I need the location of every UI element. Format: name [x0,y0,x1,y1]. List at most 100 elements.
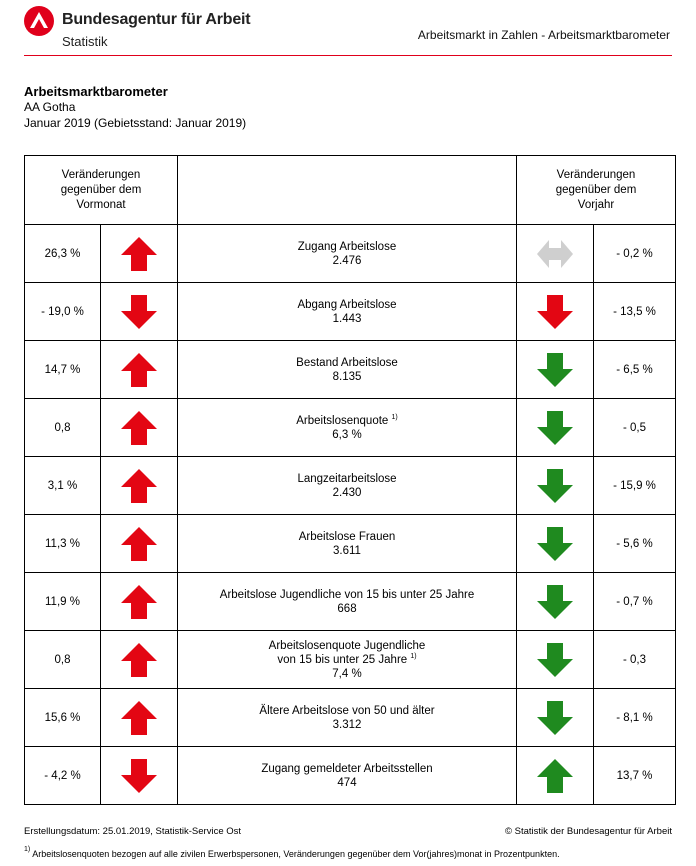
indicator-label: Abgang Arbeitslose [178,298,516,312]
barometer-table: Veränderungen gegenüber dem Vormonat Ver… [24,155,676,805]
yoy-trend [516,456,594,515]
copyright: © Statistik der Bundesagentur für Arbeit [504,826,672,837]
indicator-cell: Ältere Arbeitslose von 50 und älter 3.312 [177,688,517,747]
footnote-text: Arbeitslosenquoten bezogen auf alle zivi… [30,849,560,859]
indicator-cell: Zugang gemeldeter Arbeitsstellen 474 [177,746,517,805]
footnote-mark: 1) [24,846,31,853]
document-period: Januar 2019 (Gebietsstand: Januar 2019) [24,116,247,130]
mom-trend [100,572,178,631]
org-name: Bundesagentur für Arbeit [62,11,251,28]
indicator-cell: Arbeitslose Jugendliche von 15 bis unter… [177,572,517,631]
indicator-label: Ältere Arbeitslose von 50 und älter [178,704,516,718]
yoy-change: - 0,2 % [593,224,676,283]
table-row: - 19,0 % Abgang Arbeitslose 1.443 - 13,5 % [24,282,676,341]
yoy-trend [516,746,594,805]
indicator-value: 6,3 % [332,428,362,441]
mom-change: 0,8 [24,398,101,457]
arrow-up-icon [121,584,157,619]
creation-date: Erstellungsdatum: 25.01.2019, Statistik-… [24,826,242,837]
table-row: 0,8 Arbeitslosenquote Jugendliche von 15 b… [24,630,676,689]
yoy-change: - 8,1 % [593,688,676,747]
yoy-change: - 0,5 [593,398,676,457]
indicator-label-text: Ältere Arbeitslose von 50 und älter [259,704,435,717]
mom-change: - 19,0 % [24,282,101,341]
arrow-down-icon [537,294,573,329]
footnote-ref: 1) [391,413,398,421]
yoy-change: - 0,7 % [593,572,676,631]
yoy-change: - 5,6 % [593,514,676,573]
indicator-label: Arbeitslosenquote Jugendliche [178,639,516,653]
arrow-down-icon [121,294,157,329]
arrow-up-icon [121,468,157,503]
table-row: 15,6 % Ältere Arbeitslose von 50 und älte… [24,688,676,747]
indicator-cell: Arbeitslosenquote Jugendliche von 15 bis … [177,630,517,689]
footnote-ref: 1) [410,652,417,660]
indicator-label: Zugang Arbeitslose [178,240,516,254]
indicator-cell: Langzeitarbeitslose 2.430 [177,456,517,515]
header-line: gegenüber dem [555,183,637,196]
mom-change: 14,7 % [24,340,101,399]
ba-logo-icon [24,6,54,36]
header-vormonat: Veränderungen gegenüber dem Vormonat [24,155,178,225]
indicator-cell: Abgang Arbeitslose 1.443 [177,282,517,341]
mom-trend [100,630,178,689]
indicator-value: 668 [337,602,357,615]
indicator-value: 8.135 [332,370,362,383]
header-vorjahr: Veränderungen gegenüber dem Vorjahr [516,155,676,225]
yoy-change: - 6,5 % [593,340,676,399]
arrow-up-icon [537,758,573,793]
arrow-down-icon [537,526,573,561]
indicator-cell: Arbeitslosenquote 1) 6,3 % [177,398,517,457]
footnote: 1) Arbeitslosenquoten bezogen auf alle z… [24,846,560,859]
yoy-change: - 0,3 [593,630,676,689]
table-row: 0,8 Arbeitslosenquote 1) 6,3 % - 0,5 [24,398,676,457]
mom-trend [100,224,178,283]
mom-change: 0,8 [24,630,101,689]
yoy-change: 13,7 % [593,746,676,805]
yoy-trend [516,398,594,457]
indicator-label-text: von 15 bis unter 25 Jahre [277,653,408,666]
header-line: Vorjahr [577,198,615,211]
table-header-row: Veränderungen gegenüber dem Vormonat Ver… [24,155,676,225]
yoy-trend [516,224,594,283]
mom-trend [100,456,178,515]
page-header: Bundesagentur für Arbeit Statistik Arbei… [0,0,696,58]
header-line: Veränderungen [556,168,636,181]
table-row: 11,3 % Arbeitslose Frauen 3.611 - 5,6 % [24,514,676,573]
indicator-cell: Zugang Arbeitslose 2.476 [177,224,517,283]
mom-change: 11,3 % [24,514,101,573]
org-subtitle: Statistik [62,34,108,49]
indicator-label: Arbeitslose Frauen [178,530,516,544]
yoy-trend [516,572,594,631]
indicator-cell: Bestand Arbeitslose 8.135 [177,340,517,399]
indicator-label: Arbeitslose Jugendliche von 15 bis unter… [178,588,516,602]
arrow-down-icon [537,410,573,445]
indicator-label: Langzeitarbeitslose [178,472,516,486]
header-divider [24,55,672,56]
indicator-label-text: Arbeitslose Jugendliche von 15 bis unter… [219,588,475,601]
arrow-up-icon [121,236,157,271]
yoy-change: - 13,5 % [593,282,676,341]
arrow-up-icon [121,526,157,561]
indicator-label-text: Bestand Arbeitslose [296,356,398,369]
section-title: Arbeitsmarkt in Zahlen - Arbeitsmarktbar… [417,28,670,42]
arrow-down-icon [537,700,573,735]
indicator-label: Arbeitslosenquote 1) [178,414,516,428]
indicator-label-text: Arbeitslosenquote [296,414,389,427]
indicator-label-text: Zugang Arbeitslose [297,240,397,253]
header-line: gegenüber dem [60,183,142,196]
table-row: 3,1 % Langzeitarbeitslose 2.430 - 15,9 % [24,456,676,515]
yoy-change: - 15,9 % [593,456,676,515]
indicator-value: 474 [337,776,357,789]
mom-change: 26,3 % [24,224,101,283]
arrow-down-icon [537,584,573,619]
mom-trend [100,746,178,805]
indicator-cell: Arbeitslose Frauen 3.611 [177,514,517,573]
indicator-value: 3.312 [332,718,362,731]
mom-trend [100,282,178,341]
indicator-label: Bestand Arbeitslose [178,356,516,370]
arrow-down-icon [537,468,573,503]
arrow-up-icon [121,700,157,735]
mom-trend [100,688,178,747]
document-title: Arbeitsmarktbarometer [24,84,168,99]
